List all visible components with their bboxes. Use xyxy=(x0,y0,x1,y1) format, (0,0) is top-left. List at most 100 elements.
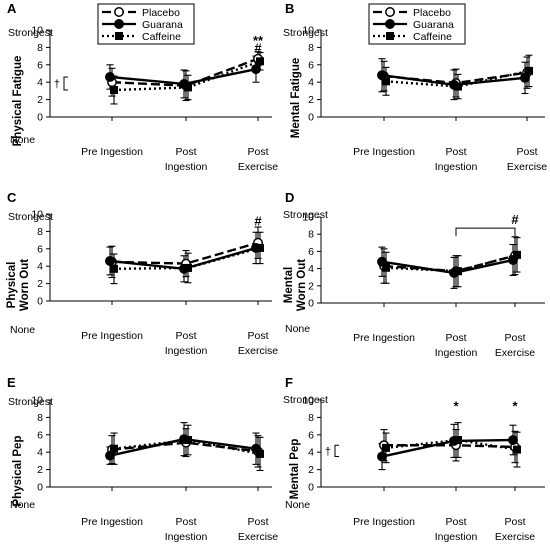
significance-bracket xyxy=(334,444,339,458)
y-scale-top-text: Strongest xyxy=(8,211,53,223)
legend-marker-placebo xyxy=(114,7,124,17)
legend-label: Caffeine xyxy=(413,31,452,43)
y-tick-label: 2 xyxy=(37,278,43,290)
x-tick-label: Post xyxy=(175,146,196,158)
y-tick-label: 6 xyxy=(308,59,314,71)
panel-d: D MentalWorn Out Strongest None 0 2 4 6 8 10 Pre I… xyxy=(283,190,545,359)
legend-marker-guarana xyxy=(114,19,124,29)
y-scale-top-text: Strongest xyxy=(283,209,328,221)
significance-marker: # xyxy=(511,212,519,227)
data-point-caffeine xyxy=(184,436,192,445)
x-tick-label: Ingestion xyxy=(435,347,478,359)
data-point-caffeine xyxy=(110,86,118,95)
panel-letter: B xyxy=(285,1,294,16)
x-tick-label: Pre Ingestion xyxy=(81,330,143,342)
x-tick-label: Pre Ingestion xyxy=(81,146,143,158)
panel-b: B Mental Fatigue Strongest 0 2 4 6 8 10 Pre Inges… xyxy=(283,1,547,173)
data-point-guarana xyxy=(520,72,530,83)
x-tick-label: Ingestion xyxy=(435,531,478,543)
x-tick-label: Post xyxy=(445,332,466,344)
legend-label: Placebo xyxy=(142,7,180,19)
y-tick-label: 2 xyxy=(37,94,43,106)
x-tick-label: Post xyxy=(445,146,466,158)
data-point-guarana xyxy=(105,72,115,82)
data-point-caffeine xyxy=(454,436,462,445)
x-tick-label: Post xyxy=(247,330,268,342)
legend-marker-caffeine xyxy=(386,32,394,40)
x-tick-label: Exercise xyxy=(507,161,547,173)
panel-letter: D xyxy=(285,190,294,205)
data-point-guarana xyxy=(251,64,261,75)
legend-marker-placebo xyxy=(385,7,395,17)
y-scale-bottom-text: None xyxy=(285,323,310,335)
y-axis-label: Mental Pep xyxy=(289,439,301,500)
y-scale-top-text: Strongest xyxy=(8,396,53,408)
legend-label: Guarana xyxy=(413,19,454,31)
y-tick-label: 4 xyxy=(308,447,314,459)
y-scale-bottom-text: None xyxy=(285,499,310,511)
series-line-caffeine xyxy=(113,60,261,92)
y-tick-label: 6 xyxy=(37,243,43,255)
legend-label: Placebo xyxy=(413,7,451,19)
data-point-guarana xyxy=(508,435,518,445)
panel-c: C PhysicalWorn Out Strongest None 0 2 4 6 8 10 Pre… xyxy=(6,190,278,357)
y-axis-label: Mental Fatigue xyxy=(290,58,302,139)
legend-label: Guarana xyxy=(142,19,183,31)
y-tick-label: 6 xyxy=(308,246,314,258)
panel-letter: A xyxy=(7,1,17,16)
data-point-caffeine xyxy=(382,263,390,272)
data-point-caffeine xyxy=(256,449,264,458)
x-tick-label: Post xyxy=(247,146,268,158)
data-point-caffeine xyxy=(110,264,118,273)
data-point-caffeine xyxy=(184,83,192,92)
y-axis-label: Physical Fatigue xyxy=(12,56,24,147)
panel-letter: C xyxy=(7,190,17,205)
data-point-guarana xyxy=(105,256,115,266)
significance-marker: † xyxy=(54,79,60,91)
y-scale-bottom-text: None xyxy=(10,134,35,146)
x-tick-label: Post xyxy=(247,516,268,528)
x-tick-label: Ingestion xyxy=(435,161,478,173)
y-tick-label: 8 xyxy=(37,412,43,424)
y-scale-bottom-text: None xyxy=(10,324,35,336)
y-tick-label: 0 xyxy=(308,112,314,124)
data-point-caffeine xyxy=(256,57,264,66)
data-point-caffeine xyxy=(454,267,462,276)
y-tick-label: 6 xyxy=(37,429,43,441)
y-axis-label-line: Physical Pep xyxy=(12,436,24,507)
data-point-caffeine xyxy=(256,243,264,252)
y-tick-label: 2 xyxy=(308,280,314,292)
y-tick-label: 10 xyxy=(31,395,43,407)
y-tick-label: 10 xyxy=(31,209,43,221)
y-tick-label: 8 xyxy=(308,412,314,424)
y-axis-label-line: Worn Out xyxy=(19,259,31,311)
x-tick-label: Post xyxy=(175,516,196,528)
x-tick-label: Ingestion xyxy=(165,531,208,543)
x-tick-label: Pre Ingestion xyxy=(353,332,415,344)
data-point-guarana xyxy=(105,450,115,461)
x-tick-label: Exercise xyxy=(495,347,535,359)
y-axis-label-line: Mental Pep xyxy=(289,439,301,500)
y-tick-label: 2 xyxy=(308,94,314,106)
x-tick-label: Pre Ingestion xyxy=(353,516,415,528)
significance-marker: # xyxy=(254,41,262,56)
data-point-caffeine xyxy=(184,263,192,272)
x-tick-label: Ingestion xyxy=(165,161,208,173)
y-tick-label: 4 xyxy=(37,447,43,459)
legend-label: Caffeine xyxy=(142,31,181,43)
x-tick-label: Exercise xyxy=(238,345,278,357)
data-point-caffeine xyxy=(382,443,390,452)
x-tick-label: Post xyxy=(175,330,196,342)
y-tick-label: 4 xyxy=(37,261,43,273)
x-tick-label: Pre Ingestion xyxy=(81,516,143,528)
data-point-caffeine xyxy=(454,82,462,91)
y-tick-label: 0 xyxy=(37,112,43,124)
significance-marker: ** xyxy=(253,33,264,48)
y-tick-label: 10 xyxy=(302,212,314,224)
y-scale-top-text: Strongest xyxy=(283,394,328,406)
data-point-caffeine xyxy=(513,250,521,259)
y-axis-label-line: Mental Fatigue xyxy=(290,58,302,139)
